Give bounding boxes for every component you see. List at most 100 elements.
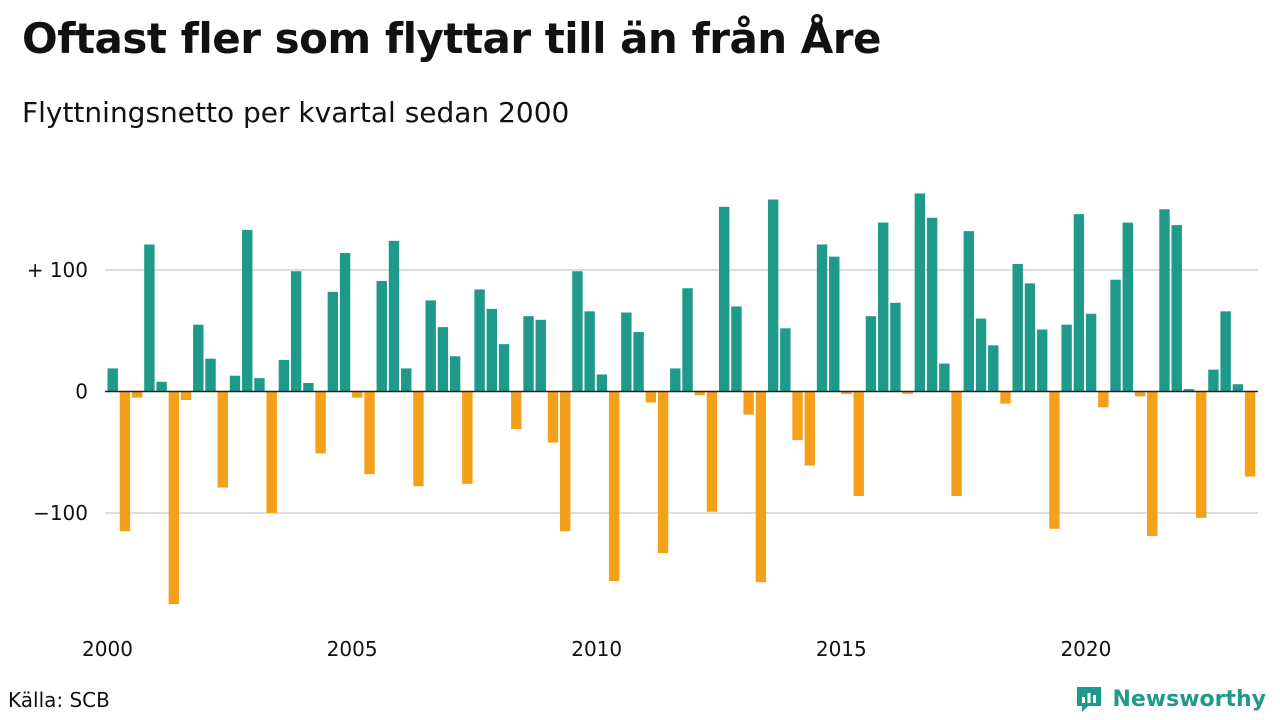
bar — [877, 222, 889, 392]
bar — [352, 391, 363, 398]
bar — [1232, 384, 1244, 392]
bar — [303, 383, 314, 392]
brand-logo[interactable]: Newsworthy — [1074, 684, 1266, 714]
bar — [694, 391, 705, 396]
bar — [939, 363, 950, 392]
bar — [584, 311, 595, 392]
y-tick-label: + 100 — [27, 258, 88, 282]
bar — [963, 231, 974, 392]
bar — [596, 374, 608, 392]
x-tick-label: 2015 — [816, 637, 867, 661]
bar — [1012, 263, 1023, 392]
bar — [242, 229, 253, 392]
bar — [767, 199, 779, 392]
y-tick-label: −100 — [33, 501, 88, 525]
bar — [1134, 391, 1146, 397]
bar — [829, 256, 840, 392]
bar — [254, 378, 265, 392]
bar — [621, 312, 632, 392]
bar — [902, 391, 913, 394]
bar — [474, 289, 485, 392]
bar — [535, 319, 546, 392]
chart-subtitle: Flyttningsnetto per kvartal sedan 2000 — [22, 96, 570, 129]
bar — [364, 391, 375, 475]
x-tick-label: 2000 — [82, 637, 133, 661]
bar — [498, 344, 510, 392]
bar — [743, 391, 754, 415]
bar — [1171, 225, 1182, 392]
bar — [755, 391, 767, 583]
y-tick-label: 0 — [75, 380, 88, 404]
bar — [1208, 369, 1219, 392]
bar — [1183, 389, 1195, 392]
x-tick-label: 2005 — [327, 637, 378, 661]
bar — [1049, 391, 1060, 529]
bar — [926, 217, 938, 392]
bar — [1244, 391, 1256, 477]
bar — [180, 391, 192, 400]
bar — [119, 391, 131, 532]
bar — [841, 391, 852, 394]
bar — [951, 391, 962, 496]
bar — [731, 306, 742, 392]
bar — [645, 391, 657, 403]
bar — [1085, 313, 1097, 392]
newsworthy-logo-icon — [1077, 687, 1102, 712]
bar — [682, 288, 693, 392]
bar — [988, 345, 999, 392]
bar — [608, 391, 620, 582]
bar — [890, 302, 901, 392]
chart-title: Oftast fler som flyttar till än från Åre — [22, 14, 882, 63]
bar — [1147, 391, 1158, 537]
bar — [780, 328, 791, 392]
bar — [449, 356, 461, 392]
bar — [1036, 329, 1048, 392]
bar — [914, 193, 926, 392]
bar — [486, 308, 498, 392]
bar — [792, 391, 803, 441]
bar — [193, 324, 204, 392]
bar — [1195, 391, 1207, 518]
bar — [388, 240, 400, 392]
bar — [144, 244, 155, 392]
bar — [1000, 391, 1011, 404]
bar — [290, 271, 302, 392]
bar — [853, 391, 864, 496]
bar-chart: + 100 0 −100 2000 2005 2010 2015 2020 — [27, 193, 1258, 661]
bar — [560, 391, 571, 532]
bar — [1122, 222, 1133, 392]
bar — [339, 252, 351, 392]
bar — [633, 331, 644, 392]
bar — [266, 391, 277, 513]
bar — [278, 359, 290, 392]
bar — [706, 391, 718, 512]
bar — [975, 318, 987, 392]
bar — [1061, 324, 1072, 392]
bar — [156, 381, 167, 392]
bar — [547, 391, 559, 443]
x-tick-label: 2010 — [571, 637, 622, 661]
x-tick-label: 2020 — [1060, 637, 1111, 661]
bar — [1220, 311, 1231, 392]
bar — [670, 368, 681, 392]
bar — [131, 391, 143, 398]
axis-labels: + 100 0 −100 2000 2005 2010 2015 2020 — [27, 258, 1112, 661]
bars — [105, 193, 1258, 605]
bar — [437, 327, 449, 392]
bar — [511, 391, 522, 430]
bar — [462, 391, 473, 484]
source-note: Källa: SCB — [8, 688, 110, 712]
bar — [1110, 279, 1121, 392]
bar — [413, 391, 424, 487]
bar — [816, 244, 828, 392]
bar — [1098, 391, 1109, 408]
bar — [327, 291, 339, 392]
bar — [315, 391, 326, 454]
bar — [425, 300, 436, 392]
bar — [1073, 214, 1085, 392]
bar — [572, 271, 583, 392]
bar — [719, 206, 730, 392]
bar — [1024, 283, 1036, 392]
bar — [1159, 209, 1170, 392]
bar — [804, 391, 816, 466]
